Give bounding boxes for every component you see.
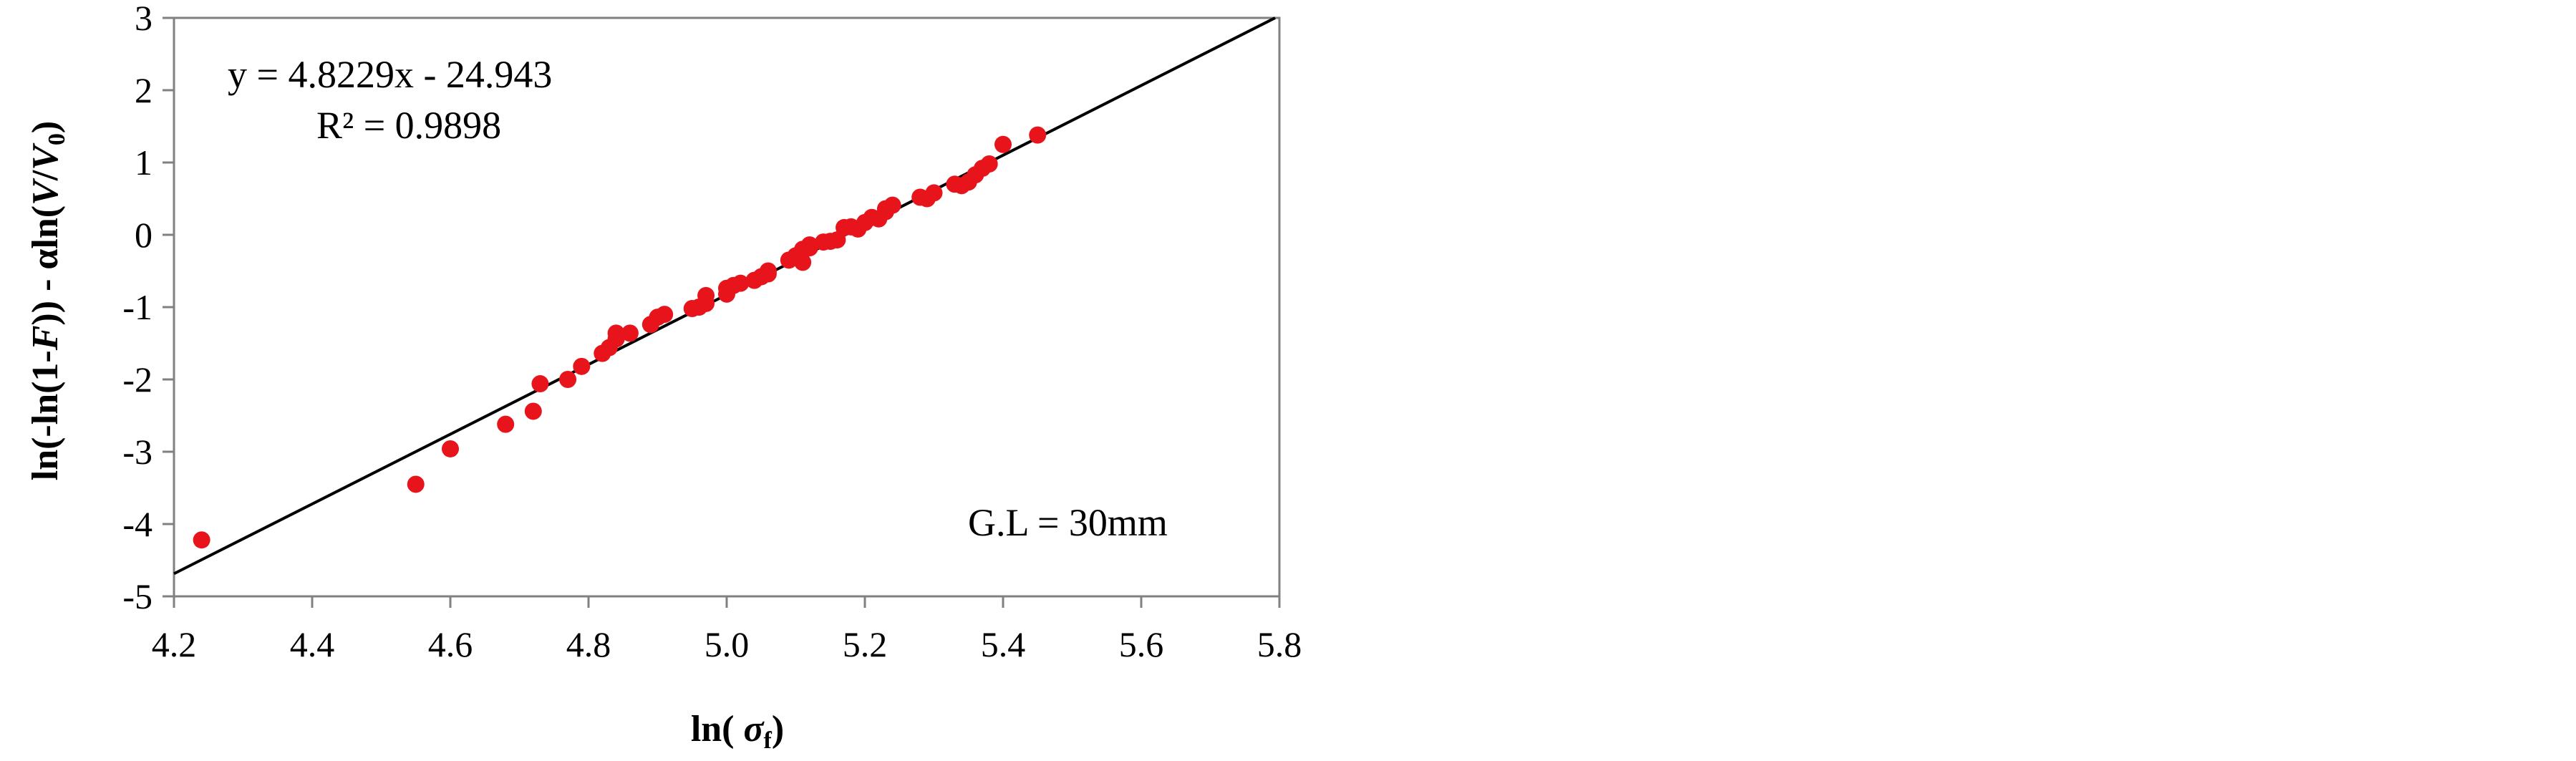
data-point <box>621 324 639 342</box>
x-tick-label: 5.2 <box>843 624 888 664</box>
y-tick-label: 3 <box>135 0 152 38</box>
data-point <box>883 196 901 214</box>
y-tick-label: 1 <box>135 142 152 183</box>
data-point <box>193 531 210 549</box>
y-tick-label: -1 <box>122 287 152 327</box>
data-point <box>980 155 998 173</box>
data-point <box>559 371 577 388</box>
r-squared-label: R² = 0.9898 <box>316 104 501 147</box>
x-tick-label: 4.6 <box>428 624 473 664</box>
data-point <box>607 324 625 342</box>
data-point <box>732 274 750 292</box>
data-point <box>925 184 943 202</box>
x-tick-label: 4.8 <box>566 624 611 664</box>
x-tick-label: 4.2 <box>152 624 197 664</box>
x-tick-labels: 4.2 4.4 4.6 4.8 5.0 5.2 5.4 5.6 5.8 <box>152 624 1302 664</box>
y-tick-label: -4 <box>122 504 152 544</box>
x-tick-label: 5.6 <box>1119 624 1164 664</box>
x-tick-label: 5.4 <box>981 624 1026 664</box>
x-tick-label: 4.4 <box>290 624 335 664</box>
x-tick-label: 5.8 <box>1257 624 1302 664</box>
data-point <box>656 306 674 324</box>
x-tick-label: 5.0 <box>704 624 750 664</box>
data-point <box>407 475 425 493</box>
y-tick-label: 0 <box>135 215 152 255</box>
data-point <box>759 262 777 280</box>
data-point <box>497 415 515 433</box>
data-point <box>1029 126 1047 144</box>
data-point <box>794 253 812 271</box>
trendline-equation: y = 4.8229x - 24.943 <box>228 53 552 96</box>
data-point <box>531 375 549 393</box>
y-tick-label: -2 <box>122 359 152 399</box>
x-axis-label: ln( σf) <box>691 709 784 754</box>
y-tick-label: 2 <box>135 70 152 110</box>
y-tick-label: -3 <box>122 432 152 472</box>
axis-ticks <box>163 16 1281 608</box>
data-point <box>697 286 715 304</box>
y-tick-labels: 3 2 1 0 -1 -2 -3 -4 -5 <box>122 0 152 616</box>
gauge-length-annotation: G.L = 30mm <box>968 501 1168 544</box>
data-point <box>800 236 818 254</box>
data-points <box>193 126 1047 549</box>
data-point <box>573 357 591 375</box>
y-axis-label: ln(-ln(1-F)) - αln(V/V0) <box>25 121 70 481</box>
data-point <box>442 440 459 457</box>
y-tick-label: -5 <box>122 576 152 616</box>
data-point <box>524 402 542 420</box>
data-point <box>994 135 1012 153</box>
